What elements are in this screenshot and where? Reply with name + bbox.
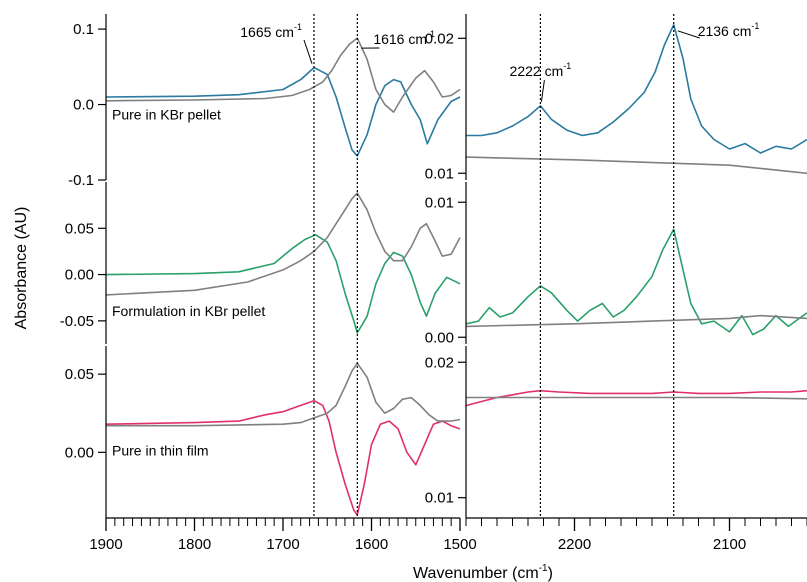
right-top-series-2-line (465, 156, 807, 175)
right-x-tick-label: 2100 (713, 536, 746, 553)
right-bottom-y-tick-label: 0.01 (425, 490, 454, 507)
right-top-y-tick-label: 0.02 (425, 30, 454, 47)
left-middle-series-label: Formulation in KBr pellet (112, 303, 265, 319)
left-bottom-series-2-line (106, 362, 461, 427)
right-bottom-series-2-line (466, 396, 807, 400)
x-axis-title-close: ) (548, 565, 553, 582)
right-middle-y-tick-label: 0.00 (425, 329, 454, 346)
right-top-series-1-line (466, 23, 807, 154)
left-bottom-series-label: Pure in thin film (112, 442, 208, 458)
annotation-leader-line (677, 30, 700, 39)
right-middle-series-1-line (465, 228, 807, 336)
x-axis-title-sup: -1 (539, 563, 548, 574)
right-middle-series-2-line (465, 314, 807, 328)
left-top-series-2-line (105, 37, 461, 113)
left-bottom-y-tick-label: 0.00 (65, 444, 94, 461)
left-x-tick-label: 1600 (355, 536, 388, 553)
x-axis-title: Wavenumber (cm-1) (413, 563, 553, 582)
left-x-tick-label: 1500 (443, 536, 476, 553)
left-top-series-label: Pure in KBr pellet (112, 107, 221, 123)
peak-annotation: 1616 cm-1 (373, 29, 435, 47)
left-middle-y-tick-label: -0.05 (60, 313, 94, 330)
annotation-leader-line (303, 39, 313, 64)
peak-annotation: 1665 cm-1 (240, 22, 302, 40)
annotation-leader-line (540, 79, 545, 102)
series-layer (105, 23, 807, 516)
left-middle-y-tick-label: 0.05 (65, 220, 94, 237)
left-top-y-tick-label: -0.1 (68, 172, 94, 189)
right-bottom-y-tick-label: 0.02 (425, 354, 454, 371)
right-x-tick-label: 2200 (558, 536, 591, 553)
right-middle-y-tick-label: 0.01 (425, 194, 454, 211)
left-middle-series-2-line (105, 192, 461, 296)
left-middle-series-1-line (105, 234, 461, 334)
x-axis-title-main: Wavenumber (cm (413, 565, 539, 582)
peak-annotation: 2136 cm-1 (698, 21, 760, 39)
left-top-y-tick-label: 0.1 (73, 21, 94, 38)
left-bottom-y-tick-label: 0.05 (65, 366, 94, 383)
text-layer: -0.1 0.0 0.1 Pure in KBr pellet -0.05 0.00 0.0… (60, 21, 760, 553)
axes-layer (98, 14, 807, 531)
y-axis-title: Absorbance (AU) (13, 207, 30, 330)
left-top-y-tick-label: 0.0 (73, 97, 94, 114)
right-bottom-series-1-line (465, 389, 807, 407)
left-x-tick-label: 1900 (89, 536, 122, 553)
left-middle-y-tick-label: 0.00 (65, 267, 94, 284)
left-top-series-1-line (105, 66, 461, 157)
peak-annotation: 2222 cm-1 (510, 61, 572, 79)
right-top-y-tick-label: 0.01 (425, 165, 454, 182)
left-x-tick-label: 1700 (266, 536, 299, 553)
left-x-tick-label: 1800 (178, 536, 211, 553)
